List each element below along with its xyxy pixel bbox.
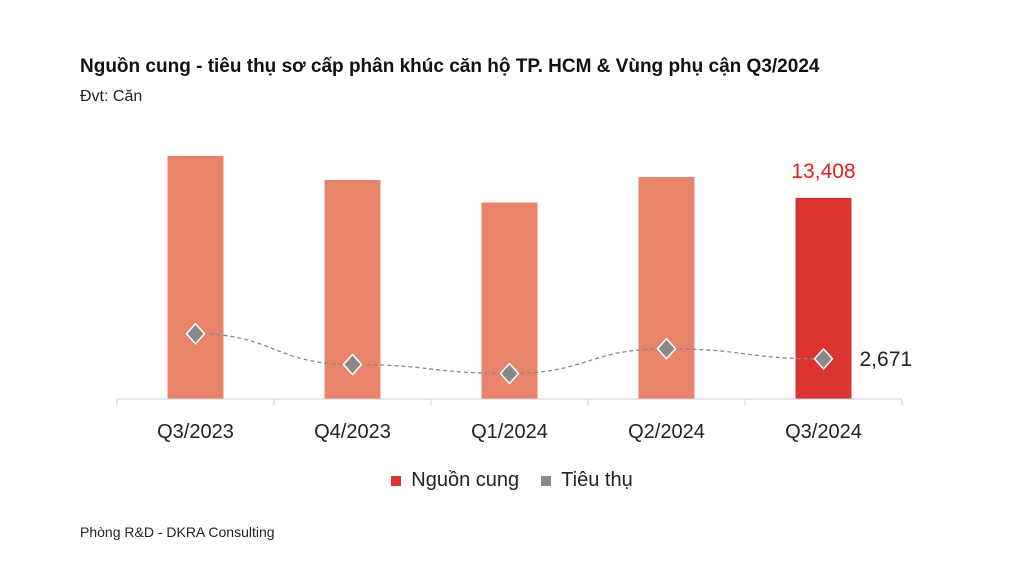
chart-title: Nguồn cung - tiêu thụ sơ cấp phân khúc c… bbox=[80, 56, 820, 77]
legend-item-supply: Nguồn cung bbox=[391, 469, 519, 492]
absorption-marker-Q2/2024 bbox=[656, 337, 677, 360]
legend-swatch-absorption bbox=[541, 475, 552, 486]
legend-item-absorption: Tiêu thụ bbox=[541, 469, 633, 492]
absorption-marker-Q4/2023 bbox=[342, 353, 363, 376]
legend-label-absorption: Tiêu thụ bbox=[561, 469, 633, 491]
bar-Q2/2024 bbox=[638, 177, 695, 399]
legend: Nguồn cung Tiêu thụ bbox=[0, 469, 1024, 492]
absorption-marker-Q3/2024 bbox=[813, 347, 834, 371]
source-footer: Phòng R&D - DKRA Consulting bbox=[80, 524, 275, 540]
absorption-marker-Q1/2024 bbox=[499, 362, 520, 385]
x-tick-label: Q1/2024 bbox=[471, 421, 548, 443]
bar-data-label: 13,408 bbox=[791, 160, 855, 183]
bar-Q3/2023 bbox=[167, 156, 224, 399]
x-tick-label: Q3/2023 bbox=[157, 421, 234, 443]
x-tick-label: Q4/2023 bbox=[314, 421, 391, 443]
chart-unit: Đvt: Căn bbox=[80, 88, 143, 105]
x-tick-label: Q2/2024 bbox=[628, 421, 705, 443]
x-tick-label: Q3/2024 bbox=[785, 421, 862, 443]
absorption-marker-Q3/2023 bbox=[185, 322, 206, 345]
legend-label-supply: Nguồn cung bbox=[411, 469, 520, 491]
legend-swatch-supply bbox=[391, 475, 402, 486]
line-data-label: 2,671 bbox=[860, 348, 913, 371]
